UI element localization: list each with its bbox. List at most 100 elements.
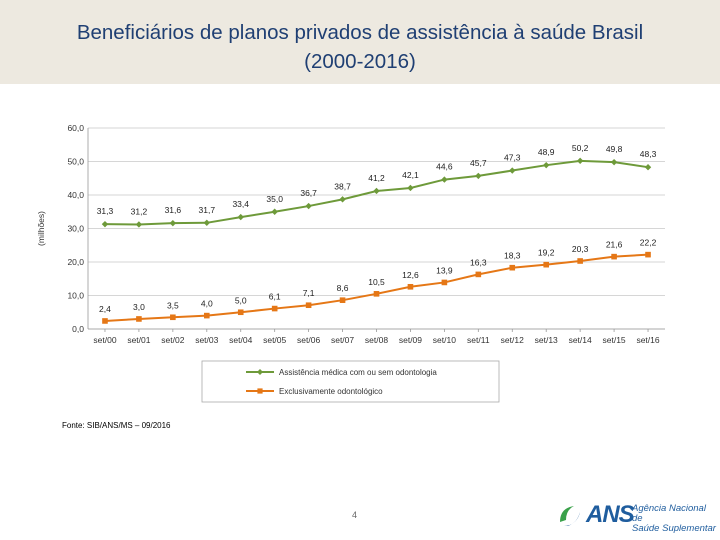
data-label: 20,3 (572, 244, 589, 254)
data-point (203, 219, 210, 227)
y-tick-label: 20,0 (67, 257, 84, 267)
y-tick-label: 10,0 (67, 291, 84, 301)
data-label: 38,7 (334, 181, 351, 191)
legend-label: Exclusivamente odontológico (279, 387, 383, 396)
data-label: 33,4 (232, 199, 249, 209)
data-point (407, 283, 414, 290)
data-label: 3,0 (133, 302, 145, 312)
data-point (102, 318, 108, 324)
legend-marker (257, 369, 263, 375)
data-point (441, 176, 448, 183)
y-tick-label: 40,0 (67, 190, 84, 200)
legend-box (201, 360, 500, 403)
x-tick-label: set/03 (195, 335, 218, 345)
x-tick-label: set/10 (433, 335, 456, 345)
data-point (407, 184, 414, 192)
data-point (170, 314, 176, 321)
data-label: 42,1 (402, 170, 419, 180)
x-tick-label: set/14 (569, 335, 592, 345)
ans-logo: ANS Agência Nacional de Saúde Suplementa… (556, 498, 716, 534)
legend-marker (257, 388, 263, 394)
data-label: 2,4 (99, 304, 111, 314)
data-point (644, 163, 652, 171)
data-label: 19,2 (538, 248, 555, 258)
data-point (135, 221, 143, 228)
data-point (271, 305, 278, 312)
ans-logo-icon (560, 506, 580, 526)
data-point (509, 264, 516, 271)
data-point (101, 220, 109, 228)
data-point (203, 312, 210, 319)
data-point (237, 309, 244, 316)
data-point (237, 213, 244, 221)
title-banner: Beneficiários de planos privados de assi… (0, 0, 720, 84)
y-tick-label: 0,0 (72, 324, 84, 334)
data-label: 31,2 (131, 206, 148, 216)
data-label: 16,3 (470, 257, 487, 267)
x-tick-label: set/07 (331, 335, 354, 345)
data-label: 18,3 (504, 251, 521, 261)
data-point (576, 157, 584, 165)
data-point (373, 291, 380, 297)
x-tick-label: set/04 (229, 335, 252, 345)
ans-logo-tagline-line1: Agência Nacional de (632, 503, 706, 524)
data-point (441, 279, 448, 286)
data-point (543, 261, 550, 268)
legend-label: Assistência médica com ou sem odontologi… (279, 368, 437, 377)
ans-logo-tagline-line2: Saúde Suplementar (632, 523, 716, 534)
data-label: 13,9 (436, 265, 453, 275)
ans-logo-tagline: Agência Nacional de Saúde Suplementar (632, 504, 716, 534)
data-point (339, 297, 346, 303)
data-point (475, 172, 482, 180)
data-point (271, 208, 278, 215)
data-label: 22,2 (640, 238, 657, 248)
data-label: 44,6 (436, 162, 453, 172)
data-label: 3,5 (167, 300, 179, 310)
data-label: 21,6 (606, 240, 623, 250)
source-note: Fonte: SIB/ANS/MS – 09/2016 (62, 421, 171, 430)
page-number: 4 (352, 510, 358, 520)
x-tick-label: set/13 (535, 335, 558, 345)
data-point (610, 158, 618, 166)
y-tick-label: 60,0 (67, 123, 84, 133)
data-point (136, 316, 142, 322)
data-point (543, 161, 550, 169)
data-label: 49,8 (606, 144, 623, 154)
data-label: 12,6 (402, 270, 419, 280)
data-label: 31,3 (97, 206, 114, 216)
data-point (305, 202, 312, 210)
data-label: 45,7 (470, 158, 487, 168)
data-point (577, 258, 583, 264)
x-tick-label: set/02 (161, 335, 184, 345)
data-label: 50,2 (572, 143, 589, 153)
page-title-line1: Beneficiários de planos privados de assi… (76, 21, 644, 44)
data-label: 36,7 (300, 188, 317, 198)
data-label: 35,0 (266, 194, 283, 204)
x-tick-label: set/08 (365, 335, 388, 345)
data-point (339, 196, 346, 203)
x-tick-label: set/16 (636, 335, 659, 345)
data-label: 8,6 (337, 283, 349, 293)
data-point (475, 271, 482, 278)
page-title: Beneficiários de planos privados de assi… (40, 18, 680, 76)
data-label: 48,9 (538, 147, 555, 157)
data-point (645, 251, 651, 258)
data-label: 7,1 (303, 288, 315, 298)
data-label: 6,1 (269, 292, 281, 302)
y-tick-label: 50,0 (67, 157, 84, 167)
x-tick-label: set/09 (399, 335, 422, 345)
page-title-line2: (2000-2016) (304, 50, 416, 73)
data-label: 41,2 (368, 173, 385, 183)
x-tick-label: set/15 (603, 335, 626, 345)
data-label: 48,3 (640, 149, 657, 159)
x-tick-label: set/01 (127, 335, 150, 345)
data-label: 47,3 (504, 153, 521, 163)
data-label: 31,6 (165, 205, 182, 215)
data-point (305, 302, 312, 309)
data-label: 10,5 (368, 277, 385, 287)
y-tick-label: 30,0 (67, 224, 84, 234)
data-label: 5,0 (235, 295, 247, 305)
x-tick-label: set/05 (263, 335, 286, 345)
data-point (509, 167, 516, 174)
line-chart: 0,0 10,0 20,0 30,0 40,0 50,0 60,0 (milhões) set/… (36, 123, 665, 403)
